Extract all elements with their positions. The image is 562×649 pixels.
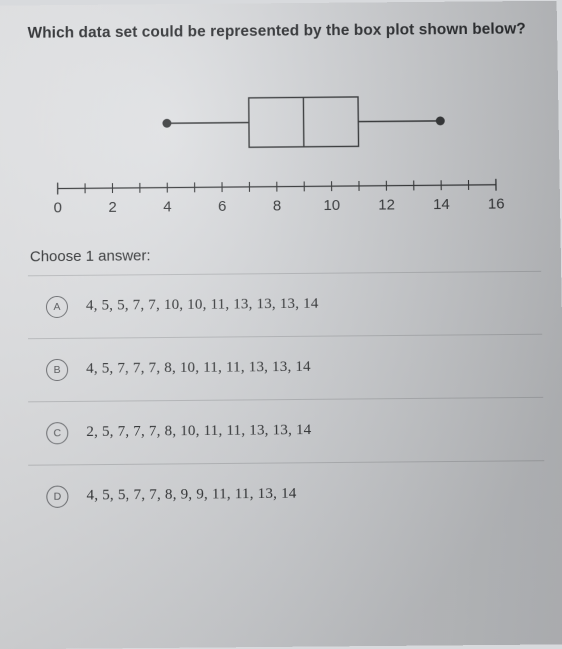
answer-options: A 4, 5, 5, 7, 7, 10, 10, 11, 13, 13, 13, … [28,271,545,528]
answer-option-c[interactable]: C 2, 5, 7, 7, 7, 8, 10, 11, 11, 13, 13, 1… [28,397,544,465]
answer-option-d[interactable]: D 4, 5, 5, 7, 7, 8, 9, 9, 11, 11, 13, 14 [28,460,545,528]
radio-letter: B [54,364,61,376]
answer-option-a[interactable]: A 4, 5, 5, 7, 7, 10, 10, 11, 13, 13, 13, … [28,271,542,338]
choose-label: Choose 1 answer: [30,244,541,265]
radio-letter: D [54,490,62,502]
svg-text:16: 16 [488,195,505,212]
radio-letter: C [53,427,61,439]
svg-text:6: 6 [218,198,226,215]
svg-text:2: 2 [108,199,116,216]
radio-b[interactable]: B [46,359,68,381]
option-text: 2, 5, 7, 7, 7, 8, 10, 11, 11, 13, 13, 14 [86,422,311,441]
option-text: 4, 5, 7, 7, 7, 8, 10, 11, 11, 13, 13, 14 [86,359,311,378]
svg-text:10: 10 [323,197,340,214]
svg-text:0: 0 [54,199,62,216]
svg-text:14: 14 [433,196,450,213]
radio-c[interactable]: C [46,422,68,444]
box-plot-svg: 0 2 4 6 8 10 12 14 16 [38,66,517,226]
worksheet-page: Which data set could be represented by t… [0,1,562,649]
answer-option-b[interactable]: B 4, 5, 7, 7, 7, 8, 10, 11, 11, 13, 13, 1… [28,333,543,401]
svg-text:12: 12 [378,196,395,213]
question-text: Which data set could be represented by t… [28,19,538,45]
option-text: 4, 5, 5, 7, 7, 8, 9, 9, 11, 11, 13, 14 [86,486,296,505]
box-plot: 0 2 4 6 8 10 12 14 16 [38,66,517,226]
radio-a[interactable]: A [46,296,68,318]
radio-d[interactable]: D [46,485,68,507]
svg-text:4: 4 [163,198,171,215]
radio-letter: A [53,301,60,313]
option-text: 4, 5, 5, 7, 7, 10, 10, 11, 13, 13, 13, 1… [86,296,319,315]
svg-text:8: 8 [273,197,281,214]
